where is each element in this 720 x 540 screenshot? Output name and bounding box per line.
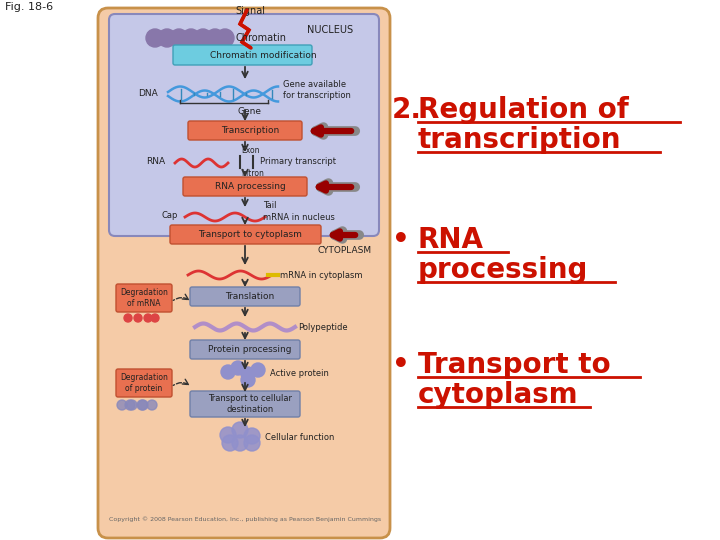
- Text: Degradation
of mRNA: Degradation of mRNA: [120, 288, 168, 308]
- Text: Transport to cytoplasm: Transport to cytoplasm: [198, 230, 302, 239]
- Circle shape: [244, 435, 260, 451]
- Text: Transport to cellular
destination: Transport to cellular destination: [208, 394, 292, 414]
- Text: Chromatin: Chromatin: [235, 33, 286, 43]
- Text: Signal: Signal: [235, 6, 265, 16]
- Circle shape: [147, 400, 157, 410]
- FancyBboxPatch shape: [183, 177, 307, 196]
- Circle shape: [151, 314, 159, 322]
- Text: 2.: 2.: [392, 96, 422, 124]
- FancyBboxPatch shape: [98, 8, 390, 538]
- Circle shape: [125, 400, 135, 410]
- Text: Degradation
of protein: Degradation of protein: [120, 373, 168, 393]
- Text: Fig. 18-6: Fig. 18-6: [5, 2, 53, 12]
- Circle shape: [138, 400, 148, 410]
- Text: •: •: [392, 226, 410, 254]
- Text: transcription: transcription: [418, 126, 621, 154]
- Text: Cap: Cap: [161, 211, 178, 219]
- Text: cytoplasm: cytoplasm: [418, 381, 579, 409]
- Text: Exon: Exon: [241, 146, 259, 155]
- Circle shape: [251, 363, 265, 377]
- FancyBboxPatch shape: [190, 391, 300, 417]
- Circle shape: [232, 435, 248, 451]
- FancyBboxPatch shape: [190, 287, 300, 306]
- Circle shape: [222, 435, 238, 451]
- Circle shape: [146, 29, 164, 47]
- Circle shape: [244, 428, 260, 444]
- Text: mRNA in cytoplasm: mRNA in cytoplasm: [280, 271, 362, 280]
- Circle shape: [231, 361, 245, 375]
- Text: Cellular function: Cellular function: [265, 433, 334, 442]
- FancyBboxPatch shape: [188, 121, 302, 140]
- FancyBboxPatch shape: [190, 340, 300, 359]
- Text: Polypeptide: Polypeptide: [298, 322, 348, 332]
- Text: Transcription: Transcription: [221, 126, 279, 135]
- Circle shape: [206, 29, 224, 47]
- Text: Intron: Intron: [241, 169, 264, 178]
- Circle shape: [117, 400, 127, 410]
- Text: Gene available
for transcription: Gene available for transcription: [283, 80, 351, 100]
- Text: Tail: Tail: [263, 201, 276, 210]
- FancyBboxPatch shape: [170, 225, 321, 244]
- Circle shape: [144, 314, 152, 322]
- Text: mRNA in nucleus: mRNA in nucleus: [263, 213, 335, 221]
- Text: Active protein: Active protein: [270, 368, 329, 377]
- Text: DNA: DNA: [138, 89, 158, 98]
- Text: RNA: RNA: [146, 158, 165, 166]
- Circle shape: [182, 29, 200, 47]
- Text: Translation: Translation: [225, 292, 274, 301]
- Circle shape: [241, 367, 255, 381]
- Circle shape: [232, 422, 248, 438]
- Text: Transport to: Transport to: [418, 351, 611, 379]
- Circle shape: [134, 314, 142, 322]
- Text: RNA processing: RNA processing: [215, 182, 285, 191]
- Circle shape: [170, 29, 188, 47]
- Circle shape: [241, 373, 255, 387]
- Text: CYTOPLASM: CYTOPLASM: [318, 246, 372, 255]
- FancyBboxPatch shape: [116, 284, 172, 312]
- Circle shape: [137, 400, 147, 410]
- Text: processing: processing: [418, 256, 588, 284]
- Circle shape: [194, 29, 212, 47]
- Circle shape: [158, 29, 176, 47]
- Text: •: •: [392, 351, 410, 379]
- Circle shape: [220, 427, 236, 443]
- Text: Protein processing: Protein processing: [208, 345, 292, 354]
- Circle shape: [127, 400, 137, 410]
- Circle shape: [124, 314, 132, 322]
- Circle shape: [221, 365, 235, 379]
- Circle shape: [216, 29, 234, 47]
- FancyBboxPatch shape: [173, 45, 312, 65]
- Text: NUCLEUS: NUCLEUS: [307, 25, 353, 35]
- Text: Copyright © 2008 Pearson Education, Inc., publishing as Pearson Benjamin Cumming: Copyright © 2008 Pearson Education, Inc.…: [109, 516, 381, 522]
- FancyBboxPatch shape: [109, 14, 379, 236]
- Text: Primary transcript: Primary transcript: [260, 158, 336, 166]
- Text: Regulation of: Regulation of: [418, 96, 629, 124]
- Text: RNA: RNA: [418, 226, 484, 254]
- FancyBboxPatch shape: [116, 369, 172, 397]
- Text: Chromatin modification: Chromatin modification: [210, 51, 316, 59]
- Text: Gene: Gene: [238, 107, 262, 116]
